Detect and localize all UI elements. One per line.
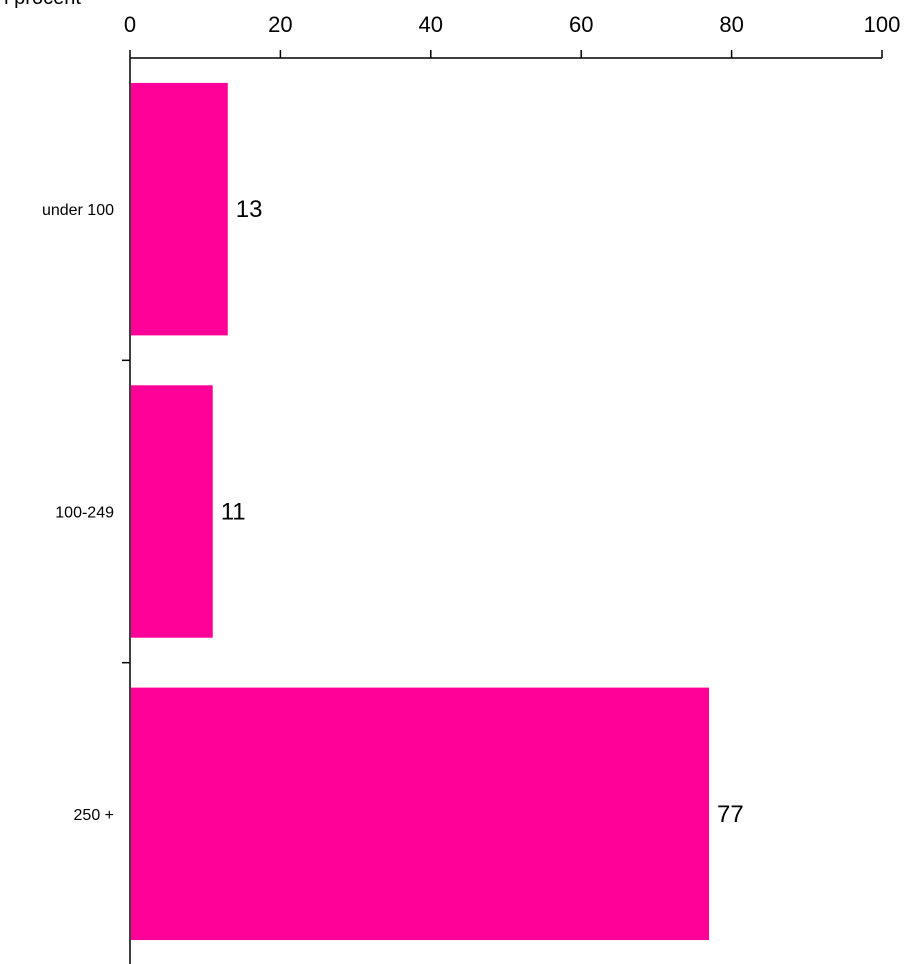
bars-layer — [131, 83, 709, 940]
bar — [131, 385, 213, 637]
category-label: under 100 — [42, 202, 114, 219]
bar — [131, 688, 709, 940]
category-label: 100-249 — [55, 505, 114, 522]
x-tick-label: 80 — [719, 12, 743, 37]
data-label: 11 — [221, 499, 246, 526]
x-tick-label: 40 — [419, 12, 443, 37]
bar — [131, 83, 228, 335]
category-label: 250 + — [74, 807, 114, 824]
data-label: 77 — [717, 801, 744, 828]
x-tick-label: 0 — [124, 12, 136, 37]
x-tick-label: 20 — [268, 12, 292, 37]
x-tick-label: 60 — [569, 12, 593, 37]
chart-header-text: n=69, i procent — [0, 0, 81, 9]
x-tick-label: 100 — [864, 12, 901, 37]
data-label: 13 — [236, 196, 263, 223]
